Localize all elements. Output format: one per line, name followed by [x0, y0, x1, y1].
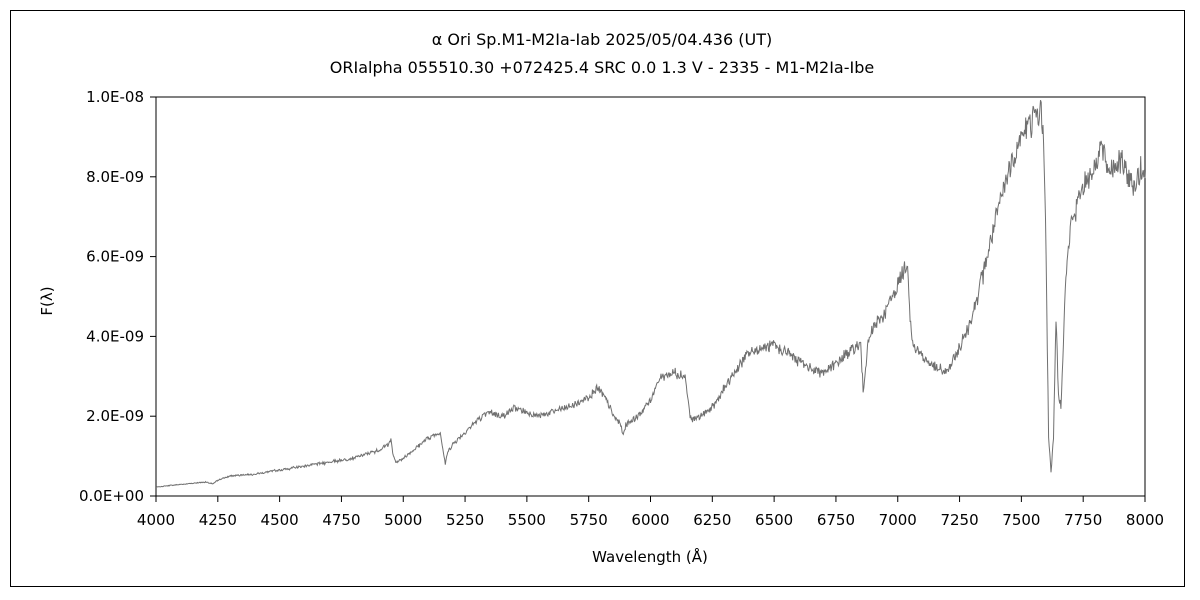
x-tick-label: 6750 [817, 511, 855, 529]
chart-title: α Ori Sp.M1-M2Ia-Iab 2025/05/04.436 (UT) [432, 30, 772, 49]
x-tick-label: 7000 [879, 511, 917, 529]
x-axis-ticks: 4000 4250 4500 4750 5000 5250 5500 5750 6000 6250… [137, 496, 1164, 529]
y-tick-label: 0.0E+00 [79, 487, 144, 505]
spectrum-chart: α Ori Sp.M1-M2Ia-Iab 2025/05/04.436 (UT)… [38, 30, 1164, 566]
plot-area [155, 96, 1146, 497]
x-tick-label: 8000 [1126, 511, 1164, 529]
x-tick-label: 5250 [446, 511, 484, 529]
x-tick-label: 4000 [137, 511, 175, 529]
x-tick-label: 4500 [261, 511, 299, 529]
y-tick-label: 1.0E-08 [86, 88, 144, 106]
x-tick-label: 6500 [755, 511, 793, 529]
x-tick-label: 7500 [1002, 511, 1040, 529]
spectrum-line [155, 99, 1146, 488]
chart-subtitle: ORIalpha 055510.30 +072425.4 SRC 0.0 1.3… [330, 58, 874, 77]
y-axis-label: F(λ) [38, 286, 56, 315]
y-tick-label: 4.0E-09 [86, 327, 144, 345]
y-tick-label: 2.0E-09 [86, 407, 144, 425]
x-tick-label: 7750 [1064, 511, 1102, 529]
x-tick-label: 7250 [940, 511, 978, 529]
x-tick-label: 6000 [631, 511, 669, 529]
y-tick-label: 6.0E-09 [86, 248, 144, 266]
x-tick-label: 5000 [384, 511, 422, 529]
chart-frame: α Ori Sp.M1-M2Ia-Iab 2025/05/04.436 (UT)… [10, 10, 1185, 587]
x-tick-label: 4750 [322, 511, 360, 529]
x-tick-label: 5750 [570, 511, 608, 529]
y-axis-ticks: 0.0E+00 2.0E-09 4.0E-09 6.0E-09 8.0E-09 1.0E-… [79, 88, 156, 505]
x-tick-label: 6250 [693, 511, 731, 529]
x-tick-label: 5500 [508, 511, 546, 529]
y-tick-label: 8.0E-09 [86, 168, 144, 186]
x-tick-label: 4250 [199, 511, 237, 529]
x-axis-label: Wavelength (Å) [592, 547, 708, 566]
